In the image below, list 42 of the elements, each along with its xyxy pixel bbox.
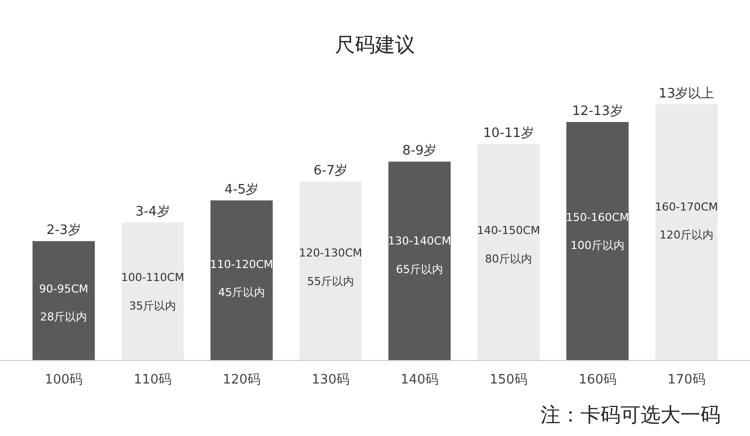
annotation: 6-7岁 — [313, 164, 348, 179]
annotation: 10-11岁 — [483, 126, 534, 141]
x-tick-label: 160码 — [578, 372, 616, 388]
x-tick-label: 140码 — [400, 372, 438, 388]
bar — [32, 241, 95, 360]
annotation: 4-5岁 — [224, 182, 259, 198]
annotation: 55斤以内 — [307, 274, 354, 288]
annotation: 45斤以内 — [218, 286, 266, 300]
annotation: 100-110CM — [121, 271, 184, 284]
annotation: 150-160CM — [566, 210, 630, 224]
bar — [566, 122, 629, 360]
bar — [655, 104, 718, 360]
annotation: 120-130CM — [299, 246, 362, 260]
bar — [121, 222, 184, 360]
annotation: 3-4岁 — [136, 204, 170, 220]
x-tick-label: 110码 — [134, 372, 172, 388]
annotation: 90-95CM — [39, 282, 88, 296]
bar — [388, 162, 451, 360]
chart-title: 尺码建议 — [335, 32, 416, 57]
bar — [299, 182, 362, 360]
x-tick-label: 100码 — [44, 372, 83, 388]
annotation: 28斤以内 — [40, 310, 88, 324]
x-tick-label: 170码 — [668, 372, 706, 388]
x-tick-label: 150码 — [490, 372, 528, 388]
x-tick-label: 120码 — [222, 372, 261, 388]
annotation: 140-150CM — [476, 224, 540, 238]
annotation: 35斤以内 — [129, 299, 176, 312]
bar — [210, 200, 273, 360]
annotation: 2-3岁 — [46, 223, 81, 238]
annotation: 110-120CM — [210, 258, 274, 271]
annotation: 8-9岁 — [402, 144, 437, 159]
annotation: 120斤以内 — [659, 228, 714, 242]
annotation: 12-13岁 — [572, 104, 623, 119]
annotation: 13岁以上 — [658, 86, 714, 102]
bar — [477, 144, 540, 360]
annotation: 130-140CM — [388, 234, 452, 248]
annotation: 160-170CM — [654, 200, 718, 214]
annotation: 65斤以内 — [396, 262, 444, 276]
annotation: 80斤以内 — [485, 252, 532, 266]
x-tick-label: 130码 — [312, 372, 350, 388]
text: 注：卡码可选大一码 — [540, 402, 720, 426]
annotation: 100斤以内 — [570, 239, 624, 252]
